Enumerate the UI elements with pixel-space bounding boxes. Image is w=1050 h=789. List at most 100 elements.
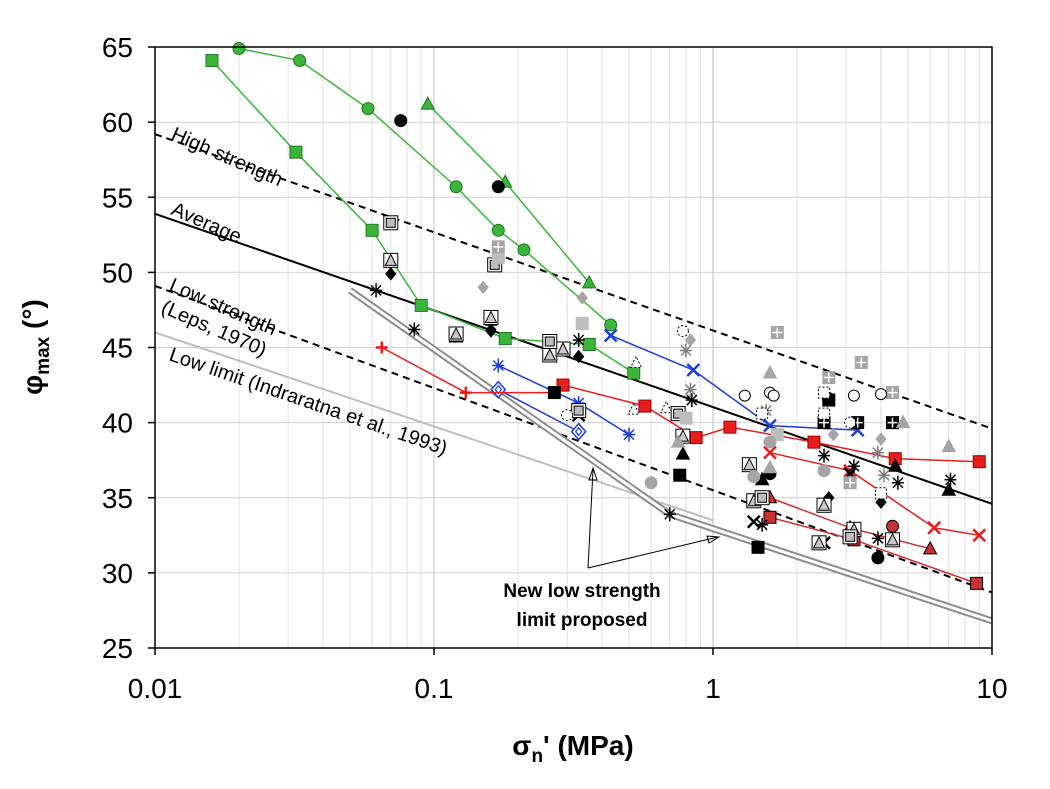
series-line [427,103,590,284]
data-point [361,102,375,116]
data-point [823,372,834,383]
data-point [629,355,643,369]
data-point [556,341,570,355]
data-point [871,551,885,565]
data-point [627,366,641,380]
reference-line-high-strength [155,133,992,430]
data-point [886,532,899,546]
reference-line-average [155,212,992,505]
series-line [610,334,858,431]
data-point [895,414,911,429]
data-point [385,267,397,281]
data-point [449,180,463,194]
annotation-high-strength: High strength [168,123,286,191]
data-point [941,482,957,496]
y-tick-label: 25 [102,633,133,664]
y-tick-label: 35 [102,483,133,514]
data-point [763,435,777,449]
data-point [517,243,531,257]
data-point [232,42,246,56]
y-tick-label: 60 [102,107,133,138]
data-point [493,241,504,252]
data-point [817,498,831,511]
data-point [819,417,830,428]
data-point [875,432,887,446]
data-point [767,389,780,402]
data-point [408,322,421,337]
series-1 [205,54,641,380]
series-line [769,451,980,537]
data-point [385,217,396,228]
x-tick-label: 10 [976,673,1007,704]
data-point [494,384,503,395]
data-point [375,341,388,354]
x-tick-label: 0.01 [128,673,183,704]
data-point [845,477,856,488]
data-point [887,417,898,428]
data-point [944,472,957,487]
data-point [491,180,505,194]
data-point [891,475,904,490]
series-30 [627,355,673,415]
data-point [747,470,761,484]
grid-lines [154,46,993,649]
callout-arrowhead-1 [588,466,598,481]
data-point [459,386,472,399]
data-point [746,514,761,529]
data-point [573,349,585,364]
y-tick-label: 40 [102,408,133,439]
y-tick-label: 50 [102,257,133,288]
y-tick-label: 45 [102,333,133,364]
data-point [827,427,840,442]
series-line [238,47,612,326]
annotation-proposed-line1: New low strength [503,581,660,602]
data-point [762,459,778,474]
data-point [492,358,505,373]
data-point [679,411,693,425]
series-31 [756,386,887,500]
data-point [887,458,903,472]
data-point [394,114,408,128]
y-axis-title: φmax (°) [17,299,54,395]
data-point [576,291,588,305]
reference-line-low-limit-indraratna-et-al-1993 [155,331,714,522]
data-point [807,435,821,449]
data-point [877,468,890,483]
series-24 [644,435,831,490]
data-point [743,457,756,471]
reference-lines [155,133,992,625]
data-point [581,274,597,289]
data-point [572,332,585,347]
data-point [205,54,219,68]
data-point [871,445,884,460]
data-point [927,520,941,535]
data-point [575,316,589,330]
series-2 [232,42,618,332]
annotation-average: Average [168,198,245,248]
data-point [818,386,831,399]
data-point [887,387,898,398]
data-point [477,280,489,295]
data-point [544,336,555,347]
data-point [491,223,505,237]
data-point [941,438,957,453]
data-point [772,327,783,338]
data-point [572,396,585,411]
data-point [603,328,618,343]
series-19 [383,252,901,551]
series-line [497,388,580,433]
data-point [751,540,765,554]
series-line [769,516,977,585]
data-point [847,389,860,402]
data-point [922,540,938,555]
series-17 [370,283,957,546]
data-series [205,42,987,590]
callout-arrow-2 [587,536,719,569]
data-point [644,476,658,490]
data-point [659,400,673,414]
data-point [574,426,583,437]
data-point [875,495,887,510]
x-axis-title: σn' (MPa) [512,730,633,767]
data-point [573,405,584,416]
series-23 [817,416,900,430]
